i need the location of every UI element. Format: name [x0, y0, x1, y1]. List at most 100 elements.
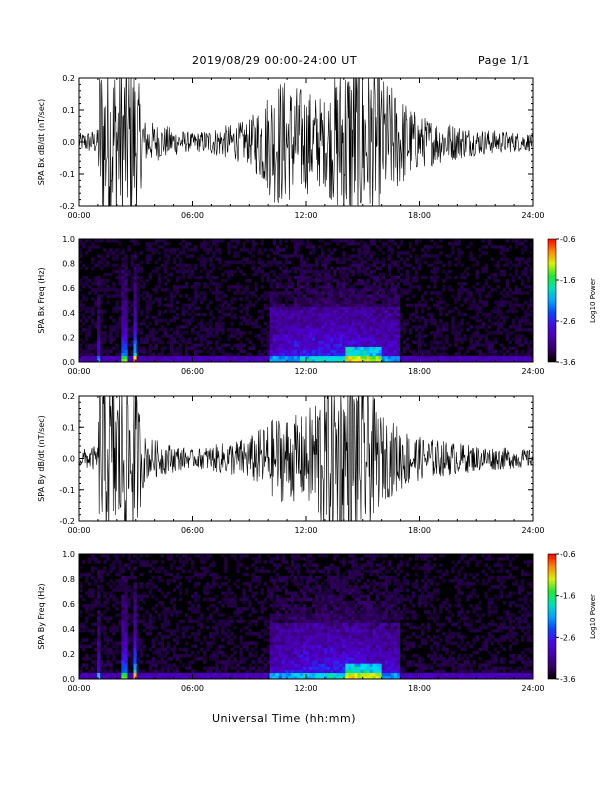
heat-cell [91, 632, 95, 636]
heat-cell [278, 340, 283, 344]
heat-cell [227, 288, 231, 292]
heat-cell [312, 245, 316, 249]
heat-cell [215, 622, 219, 627]
heat-cell [281, 263, 286, 267]
heat-cell [526, 263, 531, 267]
heat-cell [130, 331, 134, 335]
heat-cell [257, 309, 261, 314]
heat-cell [106, 660, 110, 664]
heat-cell [151, 337, 155, 341]
heat-cell [514, 288, 519, 292]
heat-cell [339, 358, 343, 363]
heat-cell [194, 358, 198, 363]
heat-cell [190, 660, 195, 664]
heat-cell [85, 239, 89, 243]
heat-cell [212, 282, 216, 286]
heat-cell [372, 349, 376, 354]
heat-cell [333, 343, 337, 347]
heat-cell [142, 297, 146, 301]
heat-cell [97, 285, 101, 289]
heat-cell [321, 306, 325, 311]
heat-cell [109, 328, 113, 332]
heat-cell [112, 318, 116, 323]
heat-cell [487, 349, 491, 354]
heat-cell [215, 610, 219, 614]
heat-cell [136, 635, 140, 639]
heat-cell [354, 343, 358, 347]
heat-cell [157, 309, 162, 314]
heat-cell [157, 328, 162, 332]
heat-cell [324, 242, 328, 246]
heat-cell [433, 331, 437, 335]
heat-cell [529, 346, 534, 351]
heat-cell [100, 672, 104, 677]
heat-cell [151, 594, 155, 599]
heat-cell [475, 312, 479, 317]
heat-cell [103, 638, 107, 642]
heat-cell [239, 349, 243, 354]
heat-cell [381, 300, 385, 304]
heat-cell [85, 625, 89, 630]
heat-cell [233, 343, 237, 347]
heat-cell [287, 260, 292, 264]
heat-cell [184, 575, 189, 580]
heat-cell [154, 660, 158, 664]
heat-cell [251, 594, 255, 599]
heat-cell [130, 660, 134, 664]
heat-cell [348, 294, 352, 298]
heat-cell [427, 306, 431, 311]
x-tick-label: 24:00 [521, 526, 544, 535]
heat-cell [318, 322, 322, 326]
heat-cell [115, 328, 119, 332]
heat-cell [236, 355, 240, 360]
heat-cell [157, 672, 162, 677]
heat-cell [94, 358, 98, 363]
heat-cell [221, 672, 225, 677]
heat-cell [402, 346, 407, 351]
heat-cell [318, 331, 322, 335]
heat-cell [133, 331, 137, 335]
heat-cell [390, 334, 395, 338]
heat-cell [94, 291, 98, 295]
heat-cell [293, 254, 298, 258]
heat-cell [169, 600, 174, 605]
heat-cell [275, 358, 280, 363]
heat-cell [133, 315, 137, 320]
heat-cell [212, 355, 216, 360]
heat-cell [375, 352, 379, 357]
heat-cell [309, 325, 313, 329]
heat-cell [387, 312, 392, 317]
heat-cell [414, 328, 419, 332]
heat-cell [160, 669, 165, 674]
heat-cell [157, 675, 162, 680]
heat-cell [324, 340, 328, 344]
heat-cell [454, 257, 458, 261]
heat-cell [245, 303, 249, 307]
heat-cell [163, 355, 168, 360]
heat-cell [457, 358, 461, 363]
heat-cell [130, 672, 134, 677]
heat-cell [287, 291, 292, 295]
heat-cell [381, 260, 385, 264]
heat-cell [351, 300, 355, 304]
heat-cell [197, 334, 201, 338]
heat-cell [118, 572, 122, 577]
heat-cell [342, 346, 346, 351]
heat-cell [278, 275, 283, 280]
y-tick-label: -0.1 [59, 486, 75, 495]
heat-cell [154, 239, 158, 243]
heat-cell [272, 352, 277, 357]
heat-cell [448, 260, 452, 264]
heat-cell [427, 285, 431, 289]
heat-cell [348, 337, 352, 341]
heat-cell [436, 275, 440, 280]
heat-cell [475, 318, 479, 323]
heat-cell [212, 579, 216, 583]
heat-cell [284, 349, 289, 354]
heat-cell [475, 325, 479, 329]
heat-cell [278, 297, 283, 301]
heat-cell [302, 275, 307, 280]
heat-cell [187, 575, 192, 580]
heat-cell [339, 318, 343, 323]
heat-cell [190, 328, 195, 332]
